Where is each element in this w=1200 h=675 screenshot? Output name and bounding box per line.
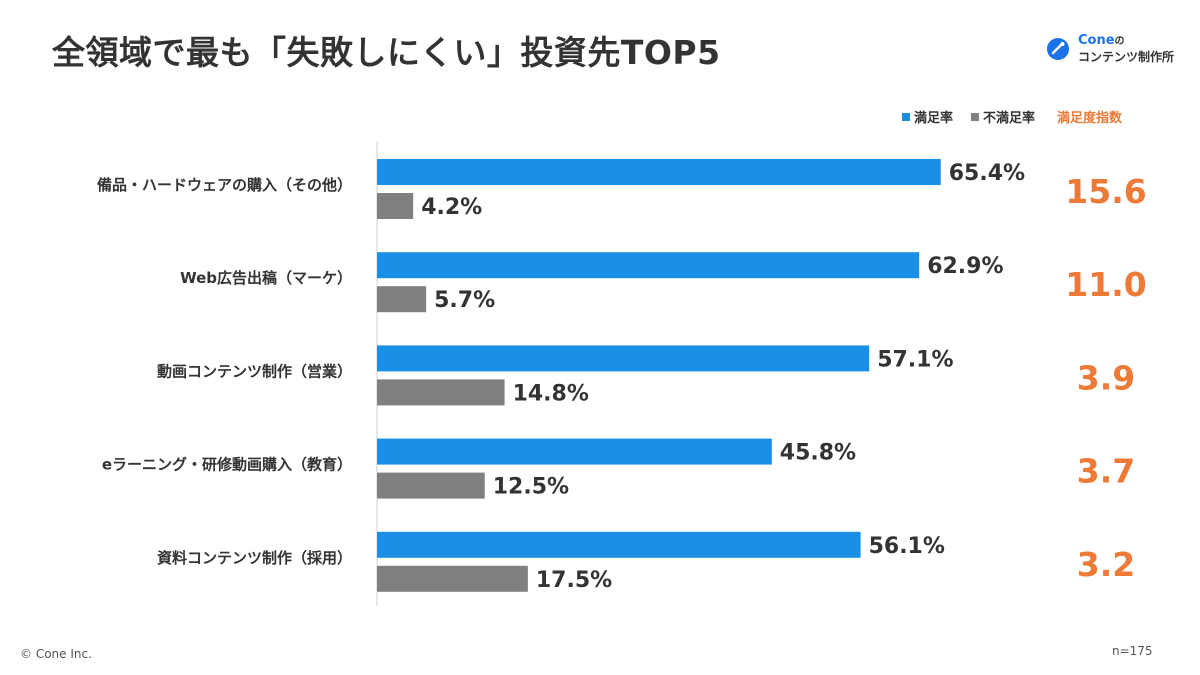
category-label: Web広告出稿（マーケ） — [180, 269, 352, 287]
legend-item-satisfied: 満足率 — [902, 107, 953, 126]
bar-unsatisfied — [377, 472, 485, 499]
satisfaction-index-value: 3.2 — [1077, 545, 1135, 584]
bar-unsatisfied-value-label: 12.5% — [493, 475, 569, 500]
bar-unsatisfied-value-label: 4.2% — [421, 195, 482, 220]
satisfaction-index-value: 3.7 — [1077, 452, 1135, 491]
category-label: eラーニング・研修動画購入（教育） — [102, 456, 352, 474]
legend-swatch-satisfied — [902, 112, 910, 121]
legend-index-header: 満足度指数 — [1057, 111, 1123, 126]
bar-unsatisfied-value-label: 14.8% — [513, 381, 589, 406]
bar-satisfied — [377, 345, 870, 372]
satisfaction-index-value: 3.9 — [1077, 358, 1135, 397]
bar-unsatisfied — [377, 379, 505, 406]
cone-logo: Coneの コンテンツ制作所 — [1046, 32, 1174, 68]
logo-brand-suffix: の — [1114, 36, 1125, 47]
bar-unsatisfied — [377, 286, 427, 313]
legend-swatch-unsatisfied — [971, 112, 980, 121]
bar-unsatisfied-value-label: 5.7% — [434, 288, 495, 313]
chart-legend: 満足率 不満足率 満足度指数 — [902, 107, 1122, 126]
bar-satisfied — [377, 438, 772, 465]
category-label: 資料コンテンツ制作（採用） — [157, 549, 352, 567]
bar-satisfied-value-label: 62.9% — [927, 254, 1003, 279]
legend-label-satisfied: 満足率 — [914, 111, 954, 126]
bar-unsatisfied-value-label: 17.5% — [536, 568, 612, 593]
page-title: 全領域で最も「失敗しにくい」投資先TOP5 — [52, 33, 721, 72]
bar-satisfied — [377, 159, 941, 185]
legend-label-unsatisfied: 不満足率 — [983, 111, 1036, 126]
bar-unsatisfied — [377, 565, 528, 592]
legend-item-unsatisfied: 不満足率 — [971, 107, 1035, 126]
bar-satisfied — [377, 531, 861, 558]
bar-satisfied-value-label: 45.8% — [780, 441, 856, 466]
copyright: © Cone Inc. — [20, 647, 92, 661]
logo-subtitle: コンテンツ制作所 — [1078, 50, 1175, 64]
satisfaction-index-value: 11.0 — [1065, 265, 1146, 304]
satisfaction-index-value: 15.6 — [1065, 172, 1146, 211]
category-label: 動画コンテンツ制作（営業） — [157, 362, 352, 380]
category-label: 備品・ハードウェアの購入（その他） — [97, 176, 352, 194]
logo-brand-name: Cone — [1078, 33, 1115, 48]
bar-satisfied — [377, 252, 920, 279]
sample-size: n=175 — [1112, 644, 1153, 658]
bar-satisfied-value-label: 57.1% — [877, 347, 953, 372]
bar-satisfied-value-label: 56.1% — [869, 534, 945, 559]
logo-brand: Coneの — [1078, 32, 1125, 48]
bar-satisfied-value-label: 65.4% — [949, 161, 1025, 186]
bar-unsatisfied — [377, 193, 414, 219]
cone-logo-icon — [1047, 38, 1069, 60]
